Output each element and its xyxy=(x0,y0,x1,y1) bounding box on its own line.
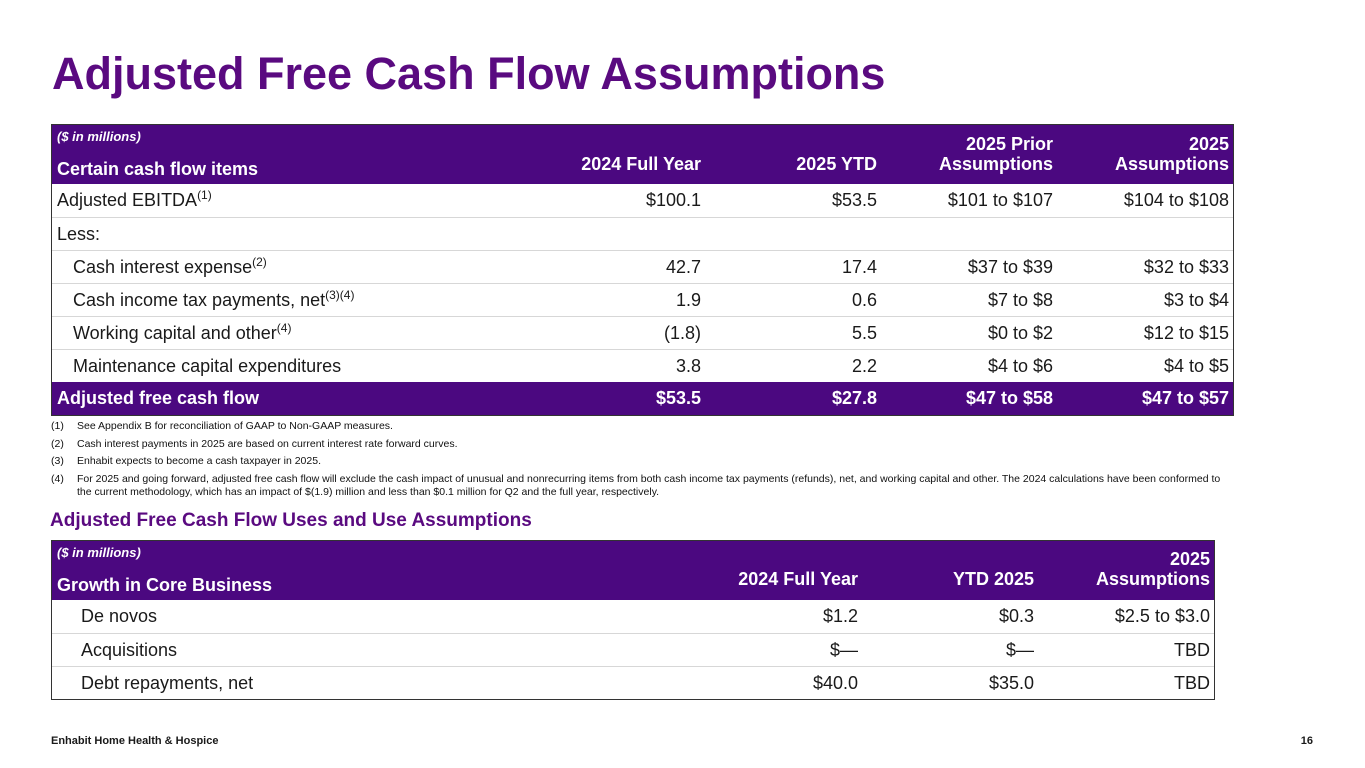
table-cell: $35.0 xyxy=(988,673,1034,693)
table-cell: $— xyxy=(1005,640,1034,660)
footnote-text: Enhabit expects to become a cash taxpaye… xyxy=(77,455,321,467)
table-cell: $104 to $108 xyxy=(1123,190,1229,210)
table-row: Adjusted EBITDA(1) $100.1 $53.5 $101 to $10… xyxy=(52,184,1233,217)
table-row: Acquisitions $— $— TBD xyxy=(52,633,1214,666)
table-cell: 17.4 xyxy=(841,257,877,277)
column-header-2024-full-year: 2024 Full Year xyxy=(581,154,701,174)
table-cell: 2.2 xyxy=(851,356,877,376)
footnote: (2) Cash interest payments in 2025 are ba… xyxy=(51,438,1226,451)
row-label: Working capital and other(4) xyxy=(73,321,292,344)
total-cell: $27.8 xyxy=(831,388,877,408)
table-row: Less: xyxy=(52,217,1233,250)
table-cell: $2.5 to $3.0 xyxy=(1114,606,1210,626)
row-label-text: Maintenance capital expenditures xyxy=(73,356,342,376)
table-row: Cash income tax payments, net(3)(4) 1.9 0.… xyxy=(52,283,1233,316)
column-header-2025-prior-assumptions: 2025 Prior Assumptions xyxy=(938,134,1053,174)
table-cell: $7 to $8 xyxy=(987,290,1053,310)
growth-core-business-table: ($ in millions) Growth in Core Business … xyxy=(51,540,1215,700)
table-cell: $32 to $33 xyxy=(1143,257,1229,277)
table-cell: $100.1 xyxy=(645,190,701,210)
footnote-number: (1) xyxy=(51,420,64,432)
page-number: 16 xyxy=(1300,735,1313,747)
table-cell: (1.8) xyxy=(663,323,701,343)
table-cell: 5.5 xyxy=(851,323,877,343)
cash-flow-items-table: ($ in millions) Certain cash flow items … xyxy=(51,124,1234,416)
table-cell: TBD xyxy=(1174,640,1210,660)
footnote-ref: (3)(4) xyxy=(325,288,355,302)
footnote: (4) For 2025 and going forward, adjusted … xyxy=(51,473,1226,499)
table-cell: $4 to $5 xyxy=(1163,356,1229,376)
table-header: ($ in millions) Certain cash flow items … xyxy=(52,125,1233,184)
footnote-text: For 2025 and going forward, adjusted fre… xyxy=(77,472,1221,498)
row-label: Maintenance capital expenditures xyxy=(73,356,341,377)
table-row: Debt repayments, net $40.0 $35.0 TBD xyxy=(52,666,1214,699)
table-cell: $0.3 xyxy=(998,606,1034,626)
units-label: ($ in millions) xyxy=(57,129,141,144)
table-cell: $53.5 xyxy=(831,190,877,210)
row-header-label: Certain cash flow items xyxy=(57,159,259,179)
row-label-text: Adjusted EBITDA xyxy=(57,190,198,210)
row-label: Adjusted EBITDA(1) xyxy=(57,188,212,211)
table-cell: $12 to $15 xyxy=(1143,323,1229,343)
table-header: ($ in millions) Growth in Core Business … xyxy=(52,541,1214,600)
row-label: Cash income tax payments, net(3)(4) xyxy=(73,288,355,311)
table-cell: $— xyxy=(829,640,858,660)
table-cell: $1.2 xyxy=(822,606,858,626)
total-cell: $53.5 xyxy=(655,388,701,408)
row-label-text: Working capital and other xyxy=(73,323,277,343)
column-header-ytd-2025: YTD 2025 xyxy=(952,569,1034,589)
page-title: Adjusted Free Cash Flow Assumptions xyxy=(52,48,886,99)
column-header-2024-full-year: 2024 Full Year xyxy=(738,569,858,589)
total-cell: $47 to $57 xyxy=(1141,388,1229,408)
column-header-2025-assumptions: 2025 Assumptions xyxy=(1095,549,1210,589)
table-cell: 0.6 xyxy=(851,290,877,310)
table-total-row: Adjusted free cash flow $53.5 $27.8 $47 … xyxy=(52,382,1233,415)
row-header-label: Growth in Core Business xyxy=(57,575,273,595)
table-cell: $4 to $6 xyxy=(987,356,1053,376)
table-cell: TBD xyxy=(1174,673,1210,693)
table-cell: 1.9 xyxy=(675,290,701,310)
footnote-text: Cash interest payments in 2025 are based… xyxy=(77,437,458,450)
column-header-2025-assumptions: 2025 Assumptions xyxy=(1114,134,1229,174)
footnote-ref: (1) xyxy=(197,188,212,202)
column-header-2025-ytd: 2025 YTD xyxy=(796,154,877,174)
footnote-number: (2) xyxy=(51,437,64,450)
row-label-text: Cash interest expense xyxy=(73,257,253,277)
row-label-text: Less: xyxy=(57,224,101,244)
table-cell: 3.8 xyxy=(675,356,701,376)
table-row: Maintenance capital expenditures 3.8 2.2 $4… xyxy=(52,349,1233,382)
footnote-number: (4) xyxy=(51,472,64,485)
footer-company: Enhabit Home Health & Hospice xyxy=(51,735,219,747)
row-label: Less: xyxy=(57,224,100,245)
row-label: Acquisitions xyxy=(81,640,178,660)
footnotes: (1) See Appendix B for reconciliation of … xyxy=(51,420,1226,503)
footnote-number: (3) xyxy=(51,455,64,467)
total-cell: $47 to $58 xyxy=(965,388,1053,408)
section-subtitle: Adjusted Free Cash Flow Uses and Use Ass… xyxy=(50,510,532,531)
table-cell: $37 to $39 xyxy=(967,257,1053,277)
footnote-ref: (4) xyxy=(276,321,292,335)
row-label: Debt repayments, net xyxy=(81,673,254,693)
footnote-ref: (2) xyxy=(252,255,267,269)
table-cell: $101 to $107 xyxy=(947,190,1053,210)
footnote: (1) See Appendix B for reconciliation of … xyxy=(51,420,1226,433)
row-label: De novos xyxy=(81,606,158,626)
table-row: De novos $1.2 $0.3 $2.5 to $3.0 xyxy=(52,600,1214,633)
table-cell: $3 to $4 xyxy=(1163,290,1229,310)
footnote-text: See Appendix B for reconciliation of GAA… xyxy=(77,420,393,432)
table-row: Working capital and other(4) (1.8) 5.5 $0 t… xyxy=(52,316,1233,349)
table-row: Cash interest expense(2) 42.7 17.4 $37 to $… xyxy=(52,250,1233,283)
units-label: ($ in millions) xyxy=(57,545,141,560)
total-row-label: Adjusted free cash flow xyxy=(57,388,260,408)
row-label: Cash interest expense(2) xyxy=(73,255,267,278)
table-cell: $0 to $2 xyxy=(987,323,1053,343)
row-label-text: Cash income tax payments, net xyxy=(73,290,326,310)
table-cell: $40.0 xyxy=(812,673,858,693)
footnote: (3) Enhabit expects to become a cash taxp… xyxy=(51,455,1226,468)
table-cell: 42.7 xyxy=(665,257,701,277)
